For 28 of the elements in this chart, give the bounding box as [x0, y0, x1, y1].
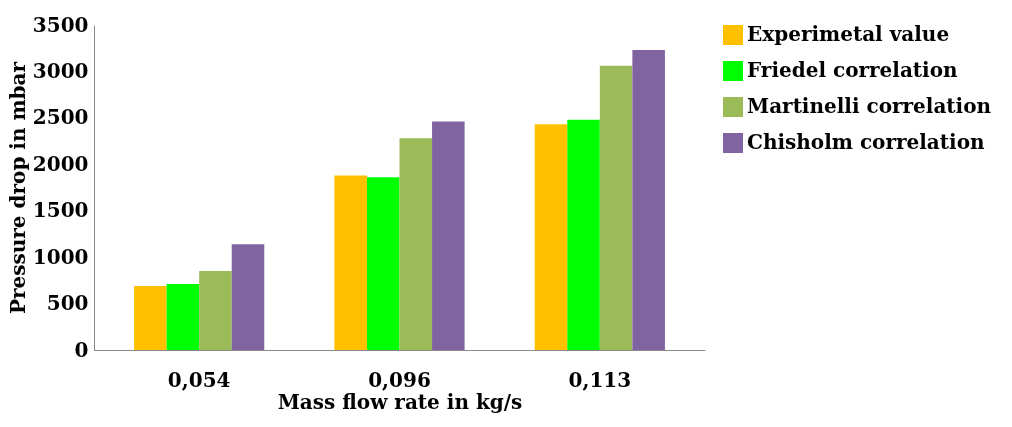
y-tick-label: 3000 — [32, 58, 89, 83]
bar — [231, 244, 265, 350]
bar — [134, 285, 167, 350]
bar — [534, 124, 568, 350]
y-axis-title: Pressure drop in mbar — [5, 61, 30, 315]
x-tick-label: 0,096 — [368, 367, 431, 392]
y-tick-label: 2000 — [32, 151, 89, 176]
bar — [632, 50, 665, 350]
bar — [567, 119, 600, 350]
legend-label: Chisholm correlation — [747, 130, 985, 154]
bar — [199, 271, 232, 350]
bar — [399, 138, 433, 350]
y-tick-label: 1000 — [32, 244, 89, 269]
y-tick-label: 500 — [46, 291, 89, 316]
bar — [432, 121, 465, 350]
y-tick-label: 2500 — [32, 105, 89, 130]
y-tick-label: 3500 — [32, 12, 89, 37]
bar — [366, 177, 400, 350]
legend-label: Experimetal value — [747, 22, 950, 46]
bar — [166, 284, 200, 350]
bar — [599, 65, 633, 350]
x-tick-label: 0,113 — [568, 367, 632, 392]
x-tick-label: 0,054 — [167, 367, 231, 392]
legend-label: Friedel correlation — [747, 58, 959, 82]
y-tick-label: 1500 — [32, 198, 89, 223]
bar — [334, 175, 367, 350]
y-tick-label: 0 — [74, 337, 89, 362]
legend-label: Martinelli correlation — [747, 94, 992, 118]
